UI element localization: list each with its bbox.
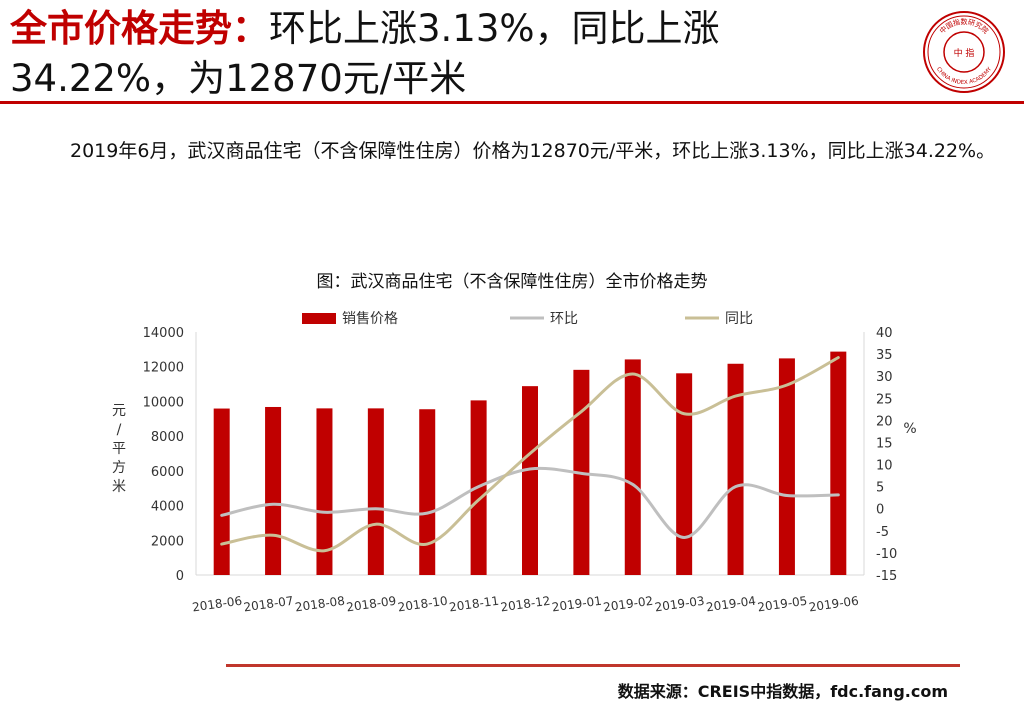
price-bar [316, 408, 333, 575]
x-tick-label: 2019-03 [654, 594, 706, 615]
page-title-rest: 环比上涨3.13%，同比上涨34.22%，为12870元/平米 [10, 7, 720, 100]
page-title-accent: 全市价格走势： [10, 7, 269, 50]
left-tick-label: 0 [176, 569, 184, 584]
right-tick-label: 25 [876, 392, 893, 407]
price-trend-chart: 图：武汉商品住宅（不含保障性住房）全市价格走势 销售价格 环比 同比 0 2000 40… [112, 272, 917, 615]
footer-divider [226, 664, 960, 667]
page-title: 全市价格走势：环比上涨3.13%，同比上涨34.22%，为12870元/平米 [10, 4, 870, 104]
left-tick-label: 4000 [151, 500, 184, 515]
chart-bars [213, 351, 847, 575]
summary-paragraph: 2019年6月，武汉商品住宅（不含保障性住房）价格为12870元/平米，环比上涨… [70, 140, 996, 162]
left-axis-label-char: 元 [112, 403, 126, 419]
x-tick-label: 2018-06 [191, 594, 243, 615]
left-tick-label: 12000 [143, 361, 184, 376]
price-bar [522, 386, 538, 575]
left-tick-label: 2000 [151, 534, 184, 549]
right-tick-label: 5 [876, 481, 884, 496]
right-tick-label: 0 [876, 503, 884, 518]
right-tick-label: -15 [876, 569, 897, 584]
price-bar [676, 373, 693, 575]
chart-lines [220, 356, 840, 553]
left-tick-label: 10000 [143, 395, 184, 410]
legend-label: 同比 [725, 311, 753, 327]
price-bar [624, 359, 641, 575]
left-axis-label-char: 米 [112, 479, 126, 495]
left-axis-label-char: 方 [112, 460, 126, 476]
right-tick-label: 20 [876, 414, 893, 429]
right-axis-label: % [903, 421, 916, 437]
left-tick-label: 6000 [151, 465, 184, 480]
left-axis-label-char: / [117, 422, 122, 438]
china-index-academy-seal-icon: 中国指数研究院 CHINA INDEX ACADEMY 中 指 [923, 11, 1005, 93]
price-bar [367, 408, 384, 575]
chart-legend: 销售价格 环比 同比 [302, 311, 753, 327]
price-bar [419, 409, 436, 575]
x-tick-label: 2018-08 [294, 594, 346, 615]
chart-x-labels: 2018-06 2018-07 2018-08 2018-09 2018-10 2018-… [191, 594, 859, 615]
left-tick-label: 14000 [143, 326, 184, 341]
x-tick-label: 2019-06 [808, 594, 860, 615]
right-tick-label: 30 [876, 370, 893, 385]
right-tick-label: 15 [876, 436, 893, 451]
x-tick-label: 2019-05 [757, 594, 809, 615]
x-tick-label: 2019-04 [705, 594, 757, 615]
right-tick-label: 10 [876, 459, 893, 474]
data-source: 数据来源：CREIS中指数据，fdc.fang.com [617, 682, 948, 701]
left-tick-label: 8000 [151, 430, 184, 445]
price-bar [830, 351, 847, 575]
legend-swatch-bar [302, 313, 336, 324]
svg-text:CHINA INDEX ACADEMY: CHINA INDEX ACADEMY [935, 66, 993, 86]
price-bar [727, 363, 744, 575]
price-bar [213, 408, 230, 575]
price-bar [778, 358, 795, 575]
x-tick-label: 2019-01 [551, 594, 603, 615]
mom-line [220, 466, 840, 539]
chart-axes: 0 2000 4000 6000 8000 10000 12000 14000 -15 -10 -5… [112, 326, 917, 584]
logo-center-text: 中 指 [954, 47, 975, 59]
legend-label: 环比 [550, 311, 578, 327]
right-tick-label: 40 [876, 326, 893, 341]
x-tick-label: 2019-02 [602, 594, 654, 615]
right-tick-label: -10 [876, 547, 897, 562]
title-divider [0, 101, 1024, 104]
logo-ring-text: CHINA INDEX ACADEMY [935, 66, 993, 86]
x-tick-label: 2018-11 [448, 594, 500, 615]
x-tick-label: 2018-10 [397, 594, 449, 615]
right-tick-label: -5 [876, 525, 889, 540]
chart-title: 图：武汉商品住宅（不含保障性住房）全市价格走势 [317, 272, 708, 292]
yoy-line [220, 356, 840, 553]
price-bar [265, 406, 282, 575]
x-tick-label: 2018-09 [345, 594, 397, 615]
right-tick-label: 35 [876, 348, 893, 363]
x-tick-label: 2018-12 [500, 594, 552, 615]
legend-label: 销售价格 [342, 311, 398, 327]
x-tick-label: 2018-07 [243, 594, 295, 615]
left-axis-label-char: 平 [112, 441, 126, 457]
